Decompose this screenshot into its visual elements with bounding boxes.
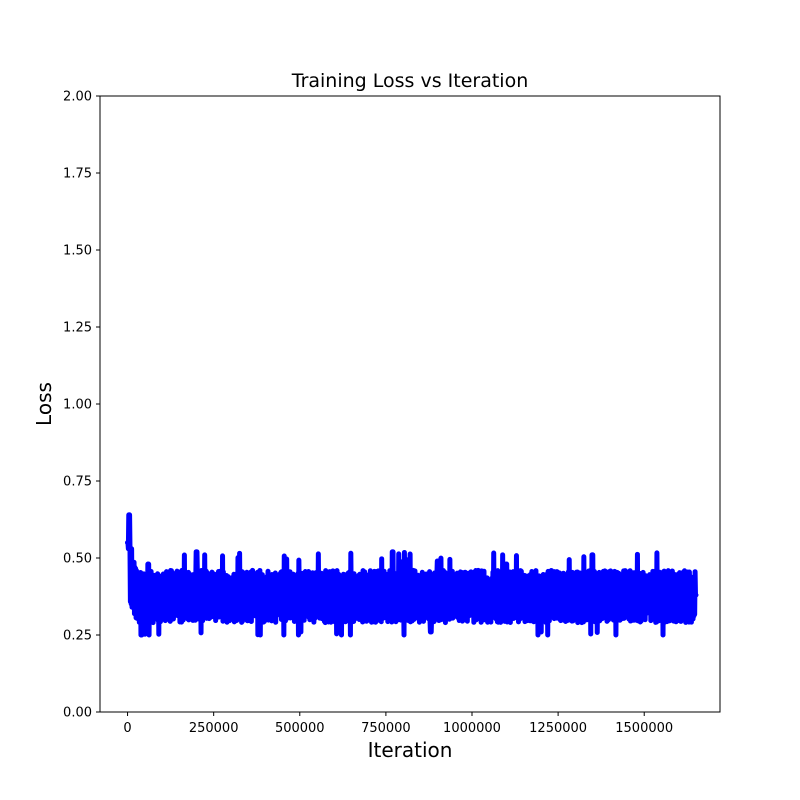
- data-point: [590, 552, 596, 558]
- data-point: [193, 549, 199, 555]
- data-point: [262, 592, 268, 598]
- data-point: [130, 580, 136, 586]
- y-tick-label: 0.75: [63, 475, 92, 490]
- y-tick-label: 1.00: [63, 398, 92, 413]
- y-axis: 0.00 0.25 0.50 0.75 1.00 1.25 1.50 1.75 2.00: [63, 90, 100, 721]
- x-tick-label: 1500000: [615, 721, 673, 736]
- y-tick-label: 0.00: [63, 706, 92, 721]
- data-point: [641, 586, 647, 592]
- data-point: [676, 598, 682, 604]
- data-point: [159, 595, 165, 601]
- data-point: [658, 595, 664, 601]
- data-point: [486, 598, 492, 604]
- y-axis-label: Loss: [32, 382, 56, 426]
- y-tick-label: 1.25: [63, 321, 92, 336]
- data-point: [521, 604, 527, 610]
- data-point: [469, 577, 475, 583]
- data-point: [555, 592, 561, 598]
- data-point: [383, 598, 389, 604]
- data-point: [176, 580, 182, 586]
- data-point: [693, 592, 699, 598]
- data-point: [297, 589, 303, 595]
- x-tick-label: 1250000: [529, 721, 587, 736]
- data-point: [125, 540, 131, 546]
- data-point: [138, 632, 144, 638]
- data-point: [145, 561, 151, 567]
- data-point: [624, 601, 630, 607]
- data-point: [228, 586, 234, 592]
- data-point: [331, 573, 337, 579]
- data-point: [135, 598, 141, 604]
- data-point: [390, 549, 396, 555]
- data-point: [435, 558, 441, 564]
- data-point: [417, 604, 423, 610]
- data-point: [452, 595, 458, 601]
- x-tick-label: 250000: [189, 721, 239, 736]
- y-tick-label: 1.75: [63, 167, 92, 182]
- data-point: [280, 601, 286, 607]
- data-point: [503, 561, 509, 567]
- data-point: [314, 598, 320, 604]
- x-tick-label: 750000: [361, 721, 411, 736]
- data-point: [607, 595, 613, 601]
- data-point: [538, 629, 544, 635]
- y-tick-label: 0.25: [63, 629, 92, 644]
- x-tick-label: 0: [123, 721, 131, 736]
- x-tick-label: 500000: [275, 721, 325, 736]
- x-axis-label: Iteration: [368, 738, 453, 762]
- data-point: [400, 595, 406, 601]
- chart-title: Training Loss vs Iteration: [291, 70, 529, 92]
- y-tick-label: 2.00: [63, 90, 92, 105]
- y-tick-label: 0.50: [63, 552, 92, 567]
- data-point: [428, 629, 434, 635]
- x-axis: 0 250000 500000 750000 1000000 1250000 1500000: [123, 712, 673, 736]
- data-point: [572, 583, 578, 589]
- series-layer: [125, 512, 699, 638]
- data-point: [211, 598, 217, 604]
- y-tick-label: 1.50: [63, 244, 92, 259]
- x-tick-label: 1000000: [443, 721, 501, 736]
- data-point: [348, 595, 354, 601]
- data-point: [366, 586, 372, 592]
- data-point: [126, 512, 132, 518]
- series-line: [125, 512, 699, 638]
- data-point: [245, 604, 251, 610]
